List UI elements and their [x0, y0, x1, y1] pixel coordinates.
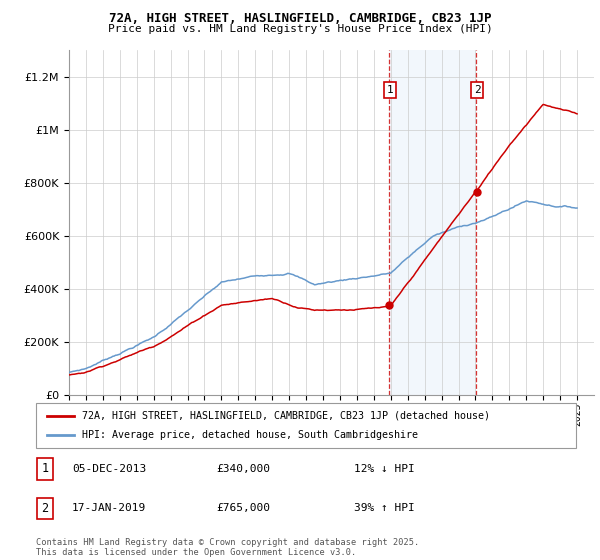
Text: 72A, HIGH STREET, HASLINGFIELD, CAMBRIDGE, CB23 1JP: 72A, HIGH STREET, HASLINGFIELD, CAMBRIDG…: [109, 12, 491, 25]
Text: 05-DEC-2013: 05-DEC-2013: [72, 464, 146, 474]
Text: Contains HM Land Registry data © Crown copyright and database right 2025.
This d: Contains HM Land Registry data © Crown c…: [36, 538, 419, 557]
FancyBboxPatch shape: [36, 403, 576, 448]
Text: 12% ↓ HPI: 12% ↓ HPI: [354, 464, 415, 474]
Text: 39% ↑ HPI: 39% ↑ HPI: [354, 503, 415, 513]
Text: 17-JAN-2019: 17-JAN-2019: [72, 503, 146, 513]
Text: 1: 1: [387, 85, 394, 95]
Text: HPI: Average price, detached house, South Cambridgeshire: HPI: Average price, detached house, Sout…: [82, 431, 418, 441]
Text: 2: 2: [41, 502, 49, 515]
Text: 72A, HIGH STREET, HASLINGFIELD, CAMBRIDGE, CB23 1JP (detached house): 72A, HIGH STREET, HASLINGFIELD, CAMBRIDG…: [82, 410, 490, 421]
Text: Price paid vs. HM Land Registry's House Price Index (HPI): Price paid vs. HM Land Registry's House …: [107, 24, 493, 34]
Text: £340,000: £340,000: [216, 464, 270, 474]
Text: £765,000: £765,000: [216, 503, 270, 513]
Bar: [389, 50, 476, 395]
Text: 2: 2: [474, 85, 481, 95]
Text: 1: 1: [41, 463, 49, 475]
